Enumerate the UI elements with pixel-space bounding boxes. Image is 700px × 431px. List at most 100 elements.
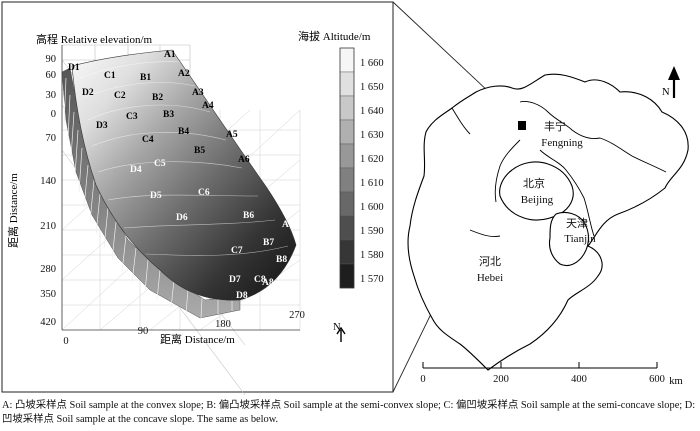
- sample-label-b8: B8: [276, 255, 287, 265]
- county-boundaries: [451, 101, 667, 237]
- x-tick-label: 270: [289, 310, 305, 321]
- sample-label-b4: B4: [178, 127, 189, 137]
- sample-label-d5: D5: [150, 191, 162, 201]
- legend-swatch: [339, 119, 355, 145]
- legend-swatch: [339, 47, 355, 73]
- scale-tick-label: 200: [493, 374, 509, 385]
- sample-label-d7: D7: [229, 275, 241, 285]
- sample-label-c8: C8: [254, 275, 266, 285]
- y-tick-label: 90: [46, 54, 57, 65]
- fengning-site-marker: [518, 121, 526, 130]
- legend-swatch: [339, 143, 355, 169]
- legend-value: 1 630: [360, 130, 384, 141]
- sample-label-c2: C2: [114, 91, 126, 101]
- z-axis-title: 距离 Distance/m: [6, 173, 20, 248]
- legend-swatch: [339, 167, 355, 193]
- legend-value: 1 580: [360, 250, 384, 261]
- figure-caption: A: 凸坡采样点 Soil sample at the convex slope…: [2, 400, 696, 425]
- terrain-contours: [79, 61, 289, 256]
- tianjin-region: [548, 211, 590, 267]
- sample-label-c5: C5: [154, 159, 166, 169]
- hebei-outline: [407, 73, 689, 371]
- legend-value: 1 570: [360, 274, 384, 285]
- legend-swatch: [339, 239, 355, 265]
- sample-label-a7: A7: [282, 220, 294, 230]
- sample-label-b3: B3: [163, 110, 174, 120]
- x-axis-title: 距离 Distance/m: [160, 332, 235, 346]
- north-arrow-left: N: [333, 322, 346, 342]
- legend-value: 1 620: [360, 154, 384, 165]
- beijing-cn-label: 北京: [523, 176, 545, 190]
- sample-label-d3: D3: [96, 121, 108, 131]
- sample-label-b2: B2: [152, 93, 163, 103]
- x-tick-label: 180: [215, 319, 231, 330]
- y-tick-label: 350: [40, 289, 56, 300]
- fengning-en-label: Fengning: [541, 137, 583, 149]
- legend-swatch: [339, 71, 355, 97]
- y-tick-label: 60: [46, 70, 57, 81]
- sample-label-d1: D1: [68, 63, 80, 73]
- scale-bar: 0 200 400 600 km: [420, 362, 683, 387]
- y-axis-title: 高程 Relative elevation/m: [36, 32, 153, 46]
- sample-label-c1: C1: [104, 71, 116, 81]
- legend-value: 1 600: [360, 202, 384, 213]
- north-arrow-map: N: [662, 66, 680, 98]
- legend-swatch: [339, 215, 355, 241]
- x-axis: 0 90 180 270 距离 Distance/m: [62, 310, 305, 347]
- legend-title: 海拔 Altitude/m: [298, 29, 371, 43]
- altitude-legend: 海拔 Altitude/m 1 660 1 650 1 640 1 630 1 …: [298, 29, 384, 289]
- sample-label-a4: A4: [202, 101, 214, 111]
- scale-tick-label: 600: [649, 374, 665, 385]
- legend-swatch: [339, 263, 355, 289]
- sample-label-a1: A1: [164, 50, 176, 60]
- fengning-cn-label: 丰宁: [544, 119, 566, 133]
- sample-label-b5: B5: [194, 146, 205, 156]
- y-tick-label: 140: [40, 176, 56, 187]
- y-tick-label: 210: [40, 221, 56, 232]
- north-label-left: N: [333, 322, 341, 333]
- scale-unit-label: km: [669, 376, 682, 387]
- sample-label-c7: C7: [231, 246, 243, 256]
- sample-label-b6: B6: [243, 211, 254, 221]
- legend-value: 1 640: [360, 106, 384, 117]
- y-tick-label: 280: [40, 264, 56, 275]
- tianjin-cn-label: 天津: [566, 217, 588, 230]
- x-tick-label: 0: [63, 336, 68, 347]
- sample-point-labels: A1 A2 A3 A4 A5 A6 A7 A8 B1 B2 B3 B4 B5 B…: [68, 50, 294, 301]
- arrow-icon: [336, 326, 346, 342]
- legend-swatches: [339, 47, 355, 289]
- legend-value: 1 660: [360, 58, 384, 69]
- y-tick-label: 70: [46, 133, 57, 144]
- arrow-icon: [668, 66, 680, 80]
- legend-value: 1 650: [360, 82, 384, 93]
- sample-label-a3: A3: [192, 88, 204, 98]
- sample-label-c3: C3: [126, 112, 138, 122]
- sample-label-a8: A8: [262, 278, 274, 288]
- sample-label-d8: D8: [236, 291, 248, 301]
- terrain-surface: [71, 49, 297, 301]
- sample-label-d4: D4: [130, 165, 142, 175]
- legend-swatch: [339, 95, 355, 121]
- scale-tick-label: 0: [420, 374, 425, 385]
- hebei-en-label: Hebei: [477, 272, 503, 284]
- sample-label-c6: C6: [198, 188, 210, 198]
- x-tick-label: 90: [138, 326, 149, 337]
- location-map: 丰宁 Fengning 北京 Beijing 天津 Tianjin 河北 Heb…: [407, 66, 689, 387]
- sample-label-b7: B7: [263, 238, 274, 248]
- hebei-cn-label: 河北: [479, 255, 501, 268]
- y-tick-label: 0: [51, 109, 56, 120]
- y-tick-label: 420: [40, 317, 56, 328]
- scale-tick-label: 400: [571, 374, 587, 385]
- north-label-map: N: [662, 87, 670, 98]
- y-tick-label: 30: [46, 90, 57, 101]
- legend-swatch: [339, 191, 355, 217]
- y-axis: 高程 Relative elevation/m 90 60 30 0 70 14…: [6, 32, 153, 330]
- sample-label-a5: A5: [226, 130, 238, 140]
- terrain-panel: A1 A2 A3 A4 A5 A6 A7 A8 B1 B2 B3 B4 B5 B…: [1, 1, 394, 396]
- legend-value: 1 590: [360, 226, 384, 237]
- legend-value: 1 610: [360, 178, 384, 189]
- terrain-panel-frame: [1, 1, 394, 393]
- sample-label-d2: D2: [82, 88, 94, 98]
- beijing-en-label: Beijing: [521, 194, 554, 206]
